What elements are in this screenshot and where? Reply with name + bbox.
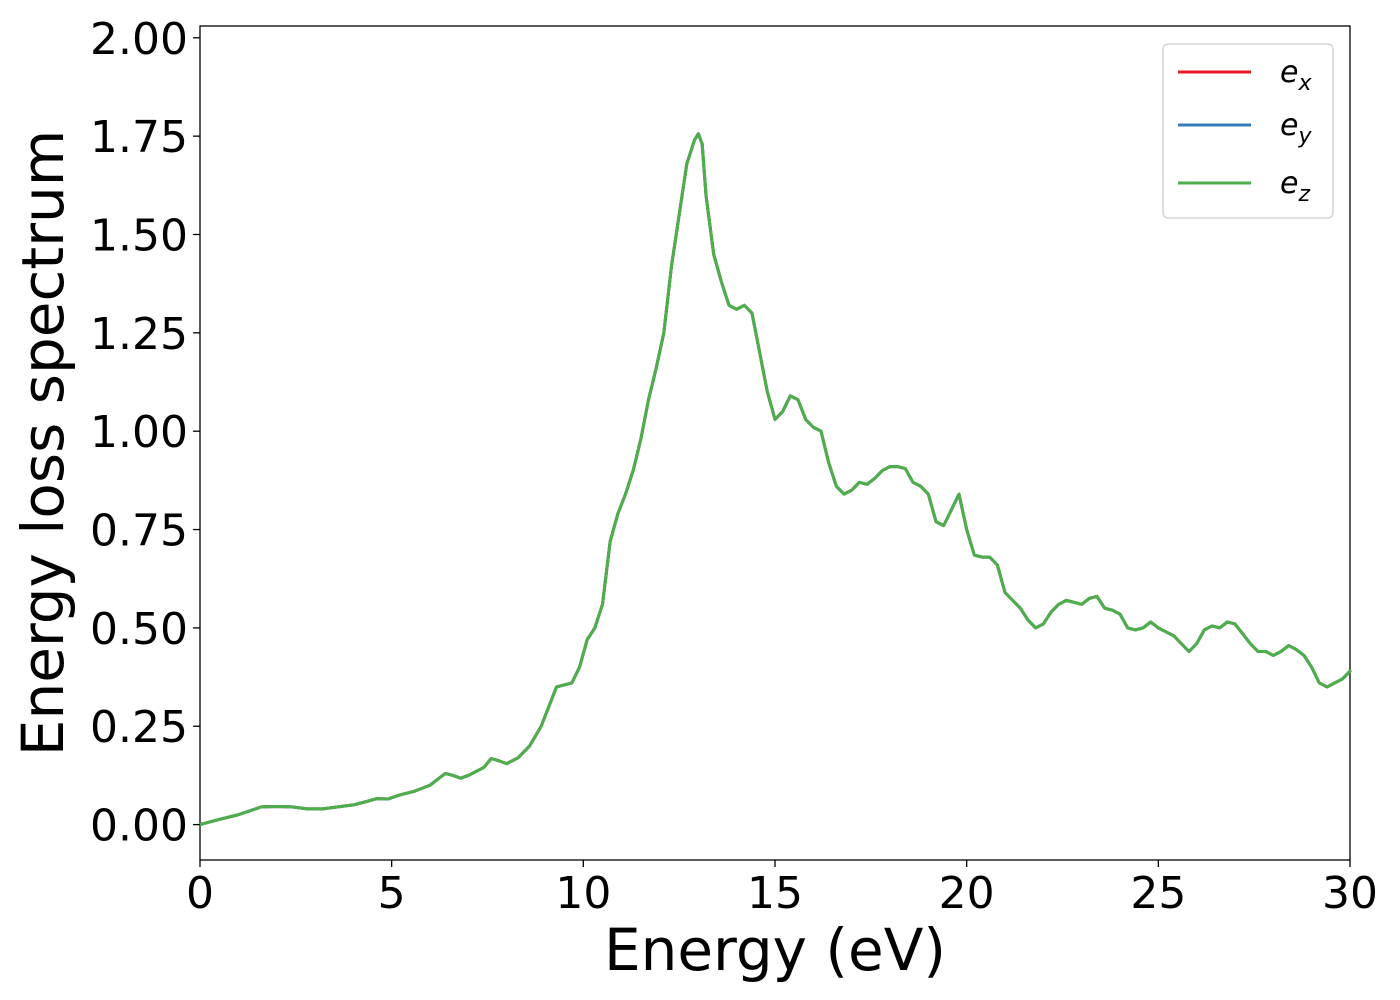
x-tick-label: 0	[186, 868, 214, 919]
y-tick-label: 0.50	[90, 604, 188, 655]
x-tick-label: 30	[1322, 868, 1378, 919]
x-tick-label: 10	[555, 868, 611, 919]
legend: ex ey ez	[1162, 43, 1334, 219]
y-tick-label: 0.00	[90, 801, 188, 852]
series-line-e-z	[198, 132, 1352, 827]
x-axis-ticks: 0 5 10 15 20 25 30	[186, 860, 1378, 919]
y-tick-label: 0.25	[90, 702, 188, 753]
legend-entries: ex ey ez	[1178, 55, 1312, 207]
plot-frame	[199, 25, 1351, 861]
y-tick-label: 1.50	[90, 211, 188, 262]
y-axis-title: Energy loss spectrum	[9, 130, 77, 756]
x-tick-label: 20	[939, 868, 995, 919]
x-axis-title: Energy (eV)	[604, 916, 946, 984]
series-layer	[198, 132, 1352, 827]
x-tick-label: 5	[378, 868, 406, 919]
y-axis-ticks: 0.00 0.25 0.50 0.75 1.00 1.25 1.50 1.75 2.00	[90, 14, 200, 852]
legend-label-e-y: ey	[1280, 108, 1312, 149]
y-tick-label: 1.00	[90, 407, 188, 458]
y-tick-label: 1.25	[90, 309, 188, 360]
legend-label-e-x: ex	[1280, 55, 1312, 96]
x-tick-label: 25	[1130, 868, 1186, 919]
legend-label-e-z: ez	[1280, 166, 1310, 207]
y-tick-label: 0.75	[90, 506, 188, 557]
x-tick-label: 15	[747, 868, 803, 919]
legend-box	[1162, 43, 1334, 219]
y-tick-label: 2.00	[90, 14, 188, 65]
y-tick-label: 1.75	[90, 112, 188, 163]
